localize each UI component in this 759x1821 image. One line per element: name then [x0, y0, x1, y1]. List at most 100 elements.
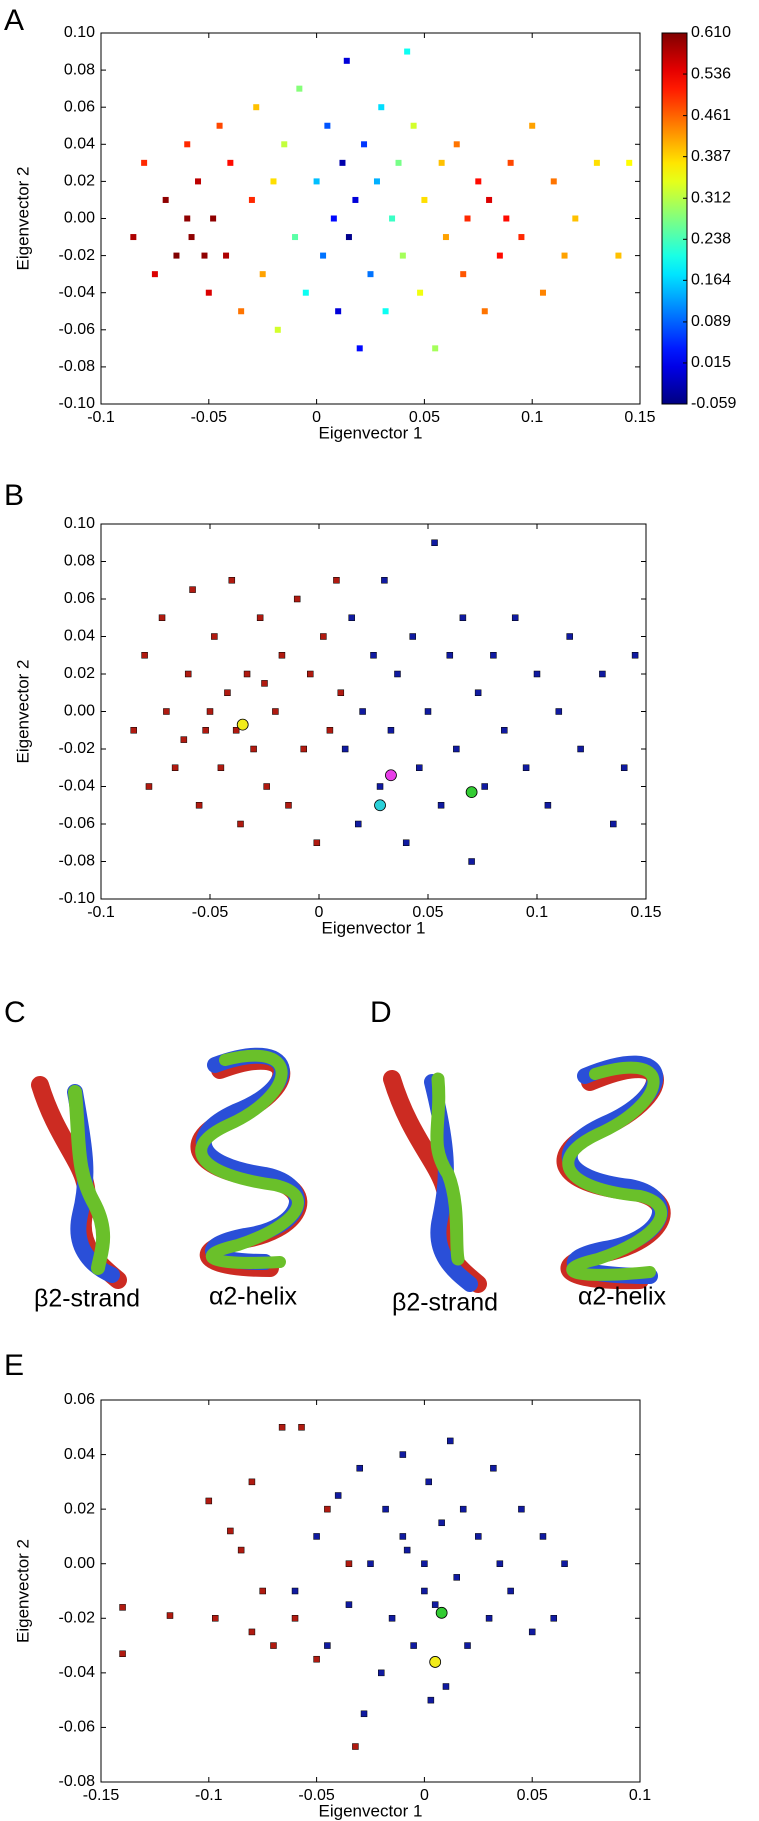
panel-d: D β2-strand α2-helix — [370, 996, 671, 1317]
point — [293, 595, 301, 603]
y-tick-label: 0.06 — [64, 98, 95, 115]
point — [189, 586, 196, 593]
point — [388, 1615, 396, 1622]
strand-green — [430, 1072, 465, 1266]
point — [360, 1710, 368, 1718]
y-tick-label: 0.08 — [64, 553, 95, 570]
x-tick-label: -0.1 — [87, 409, 115, 426]
point — [270, 1642, 277, 1649]
plot-frame — [100, 1399, 641, 1783]
point — [313, 178, 320, 185]
y-tick-label: 0.10 — [64, 24, 95, 41]
point — [345, 1560, 353, 1567]
point — [173, 252, 180, 259]
y-tick-label: -0.02 — [59, 1610, 96, 1627]
point — [141, 159, 148, 166]
y-axis-label: Eigenvector 2 — [13, 1539, 32, 1643]
point — [403, 1546, 411, 1554]
point — [376, 783, 384, 790]
highlight-point — [429, 1656, 442, 1668]
y-tick-label: -0.04 — [59, 1664, 96, 1681]
structure-label: β2-strand — [392, 1289, 498, 1317]
point — [291, 1615, 299, 1622]
point — [291, 1587, 299, 1595]
point — [145, 783, 153, 790]
point — [285, 802, 292, 809]
point — [202, 727, 209, 734]
point — [566, 633, 573, 640]
point — [533, 670, 541, 678]
point — [212, 1615, 219, 1622]
point — [324, 1642, 331, 1649]
point — [352, 1743, 359, 1750]
y-tick-label: 0.00 — [64, 703, 95, 720]
point — [518, 1505, 525, 1513]
colorbar-tick-label: 0.089 — [691, 313, 731, 330]
point — [238, 308, 245, 315]
x-tick-label: 0.05 — [409, 409, 440, 426]
point — [205, 289, 212, 296]
point — [335, 308, 342, 315]
x-tick-label: 0 — [420, 1787, 429, 1804]
point — [278, 652, 286, 659]
x-tick-label: -0.1 — [87, 904, 115, 921]
point — [184, 141, 191, 148]
point — [485, 1615, 493, 1622]
x-tick-label: 0.1 — [521, 409, 543, 426]
point — [259, 271, 266, 278]
point — [352, 196, 359, 203]
point — [166, 1612, 174, 1619]
point — [119, 1604, 126, 1611]
point — [550, 1615, 558, 1622]
point — [507, 159, 514, 166]
point — [631, 652, 639, 659]
point — [373, 178, 380, 185]
point — [237, 820, 244, 828]
colorbar-tick-label: 0.015 — [691, 354, 731, 371]
point — [501, 727, 508, 734]
colorbar-tick-label: 0.312 — [691, 189, 731, 206]
point — [561, 1560, 568, 1567]
point — [333, 577, 340, 584]
y-tick-label: -0.08 — [59, 853, 96, 870]
point — [399, 1533, 407, 1540]
point — [205, 1497, 213, 1505]
point — [158, 614, 166, 621]
colorbar-tick-label: 0.238 — [691, 231, 731, 248]
y-tick-label: 0.06 — [64, 1391, 95, 1408]
point — [529, 122, 536, 129]
point — [496, 252, 503, 259]
point — [253, 104, 260, 111]
point — [544, 802, 552, 809]
point — [281, 141, 288, 148]
x-tick-label: 0.1 — [526, 904, 548, 921]
point — [228, 577, 236, 584]
point — [431, 1601, 439, 1608]
point — [387, 727, 395, 734]
highlight-point — [435, 1606, 448, 1619]
point — [320, 252, 327, 259]
point — [359, 708, 366, 715]
point — [341, 745, 349, 753]
helix-green — [562, 1061, 667, 1281]
point — [468, 858, 475, 865]
point — [188, 234, 195, 241]
colorbar-tick-label: 0.536 — [691, 65, 731, 82]
point — [224, 689, 231, 696]
point — [438, 159, 445, 166]
point — [141, 652, 148, 659]
point — [409, 633, 416, 640]
point — [431, 539, 438, 546]
y-tick-label: 0.02 — [64, 665, 95, 682]
point — [330, 215, 337, 222]
point — [361, 141, 368, 148]
point — [395, 159, 402, 166]
point — [248, 1628, 256, 1636]
point — [354, 820, 362, 828]
point — [216, 122, 223, 129]
point — [195, 802, 203, 809]
x-tick-label: -0.05 — [298, 1787, 335, 1804]
x-tick-label: 0.15 — [624, 409, 655, 426]
panel-letter: C — [4, 996, 26, 1029]
x-axis-label: Eigenvector 1 — [319, 1801, 423, 1820]
